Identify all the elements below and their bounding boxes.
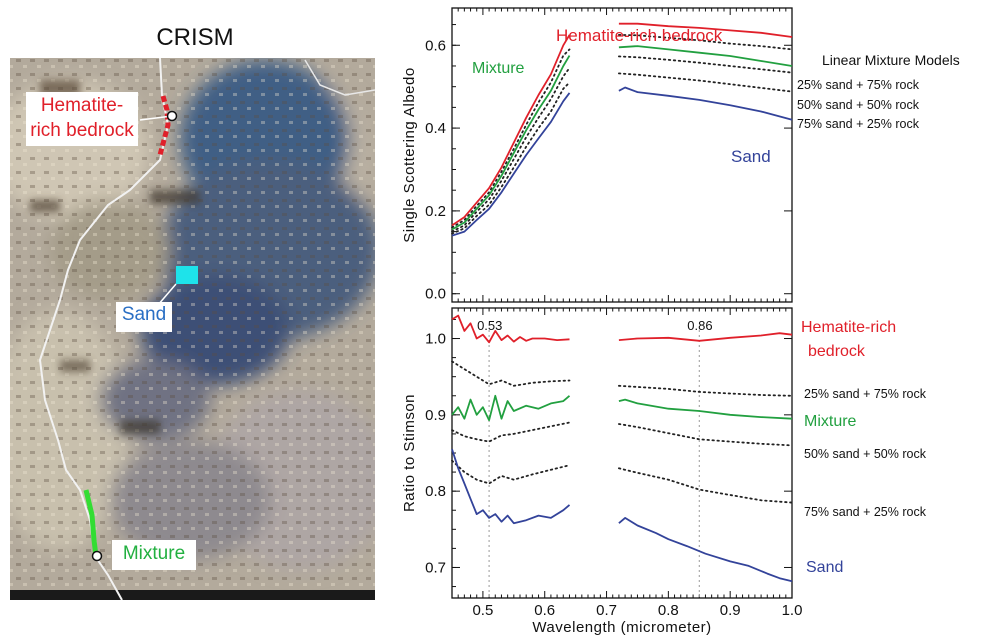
series-label-bedrock: bedrock xyxy=(808,343,866,360)
series-75-sand-25-rock xyxy=(451,72,793,235)
series-label-hematite-rich: Hematite-rich xyxy=(801,319,896,336)
y-tick-label: 0.0 xyxy=(425,286,446,303)
series-label-75-sand-25-rock: 75% sand + 25% rock xyxy=(797,117,920,131)
series-hematite-rich-bedrock xyxy=(451,314,793,344)
series-line xyxy=(618,467,793,504)
series-line xyxy=(618,34,793,51)
series-25-sand-75-rock xyxy=(451,360,793,397)
sand-marker xyxy=(176,266,198,284)
albedo-chart: 0.0 0.2 0.4 0.6 Single Scottering Albedo Hema… xyxy=(401,7,960,303)
series-label-75-sand-25-rock: 75% sand + 25% rock xyxy=(804,505,927,519)
crism-image xyxy=(10,58,375,600)
series-hematite-rich-bedrock xyxy=(451,22,793,227)
series-label-mixture: Mixture xyxy=(804,413,857,430)
series-75-sand-25-rock xyxy=(451,459,793,504)
ratio-chart: 0.7 0.8 0.9 1.0 0.5 0.6 0.7 0.8 0.9 1.0 Ratio to S… xyxy=(401,307,927,636)
hematite-label-line2: rich bedrock xyxy=(30,120,134,141)
x-tick-label: 0.6 xyxy=(534,602,555,619)
x-tick-label: 1.0 xyxy=(782,602,803,619)
series-line xyxy=(451,67,571,233)
series-line xyxy=(618,423,793,447)
y-tick-label: 0.2 xyxy=(425,203,446,220)
reference-line-label: 0.53 xyxy=(477,318,502,333)
series-line xyxy=(451,448,571,525)
series-sand xyxy=(451,86,793,237)
crism-image-panel: CRISM xyxy=(0,0,390,636)
series-line xyxy=(618,384,793,397)
mixture-label: Mixture xyxy=(122,543,186,564)
series-label-sand: Sand xyxy=(806,559,843,576)
series-line xyxy=(618,22,793,38)
y-axis-label: Ratio to Stimson xyxy=(401,394,418,512)
series-line xyxy=(451,34,571,227)
series-sand xyxy=(451,448,793,583)
series-line xyxy=(618,72,793,93)
series-50-sand-50-rock xyxy=(451,55,793,233)
series-25-sand-75-rock xyxy=(451,34,793,229)
series-label-25-sand-75-rock: 25% sand + 75% rock xyxy=(804,387,927,401)
series-label-hematite-rich-bedrock: Hematite-rich bedrock xyxy=(556,26,723,45)
series-mixture xyxy=(451,45,793,231)
x-tick-label: 0.7 xyxy=(596,602,617,619)
series-line xyxy=(451,55,571,231)
series-line xyxy=(451,394,571,422)
mixture-point-marker xyxy=(91,550,103,562)
hematite-track-highlight xyxy=(157,95,171,156)
y-axis-label: Single Scottering Albedo xyxy=(401,67,418,242)
sand-label: Sand xyxy=(121,304,167,325)
crism-title: CRISM xyxy=(156,24,234,51)
mixture-track-highlight xyxy=(83,489,99,557)
series-label-50-sand-50-rock: 50% sand + 50% rock xyxy=(797,98,920,112)
series-line xyxy=(618,45,793,67)
series-line xyxy=(451,459,571,485)
reference-line-label: 0.86 xyxy=(687,318,712,333)
series-line xyxy=(451,48,571,229)
legend-title: Linear Mixture Models xyxy=(822,52,960,68)
x-tick-label: 0.8 xyxy=(658,602,679,619)
series-line xyxy=(451,360,571,387)
series-line xyxy=(618,55,793,74)
series-label-mixture: Mixture xyxy=(472,60,525,77)
hematite-point-marker xyxy=(166,110,178,122)
x-tick-label: 0.9 xyxy=(720,602,741,619)
x-axis-label: Wavelength (micrometer) xyxy=(532,619,711,636)
y-tick-label: 0.8 xyxy=(425,483,446,500)
series-label-50-sand-50-rock: 50% sand + 50% rock xyxy=(804,447,927,461)
hematite-label-line1: Hematite- xyxy=(40,95,124,116)
series-line xyxy=(618,398,793,420)
series-line xyxy=(618,86,793,121)
y-tick-label: 0.6 xyxy=(425,37,446,54)
y-tick-label: 0.9 xyxy=(425,407,446,424)
series-line xyxy=(618,517,793,583)
series-label-sand: Sand xyxy=(731,147,771,166)
series-50-sand-50-rock xyxy=(451,421,793,447)
series-line xyxy=(451,314,570,344)
series-mixture xyxy=(451,394,793,422)
plot-frame xyxy=(451,7,793,303)
series-line xyxy=(451,92,571,237)
x-tick-label: 0.5 xyxy=(472,602,493,619)
plot-frame xyxy=(451,307,793,599)
y-tick-label: 0.4 xyxy=(425,120,446,137)
series-label-25-sand-75-rock: 25% sand + 75% rock xyxy=(797,78,920,92)
hematite-label: Hematite- rich bedrock xyxy=(26,93,138,143)
series-line xyxy=(451,421,571,443)
series-line xyxy=(618,332,793,342)
y-tick-label: 1.0 xyxy=(425,331,446,348)
series-line xyxy=(451,81,571,235)
y-tick-label: 0.7 xyxy=(425,559,446,576)
